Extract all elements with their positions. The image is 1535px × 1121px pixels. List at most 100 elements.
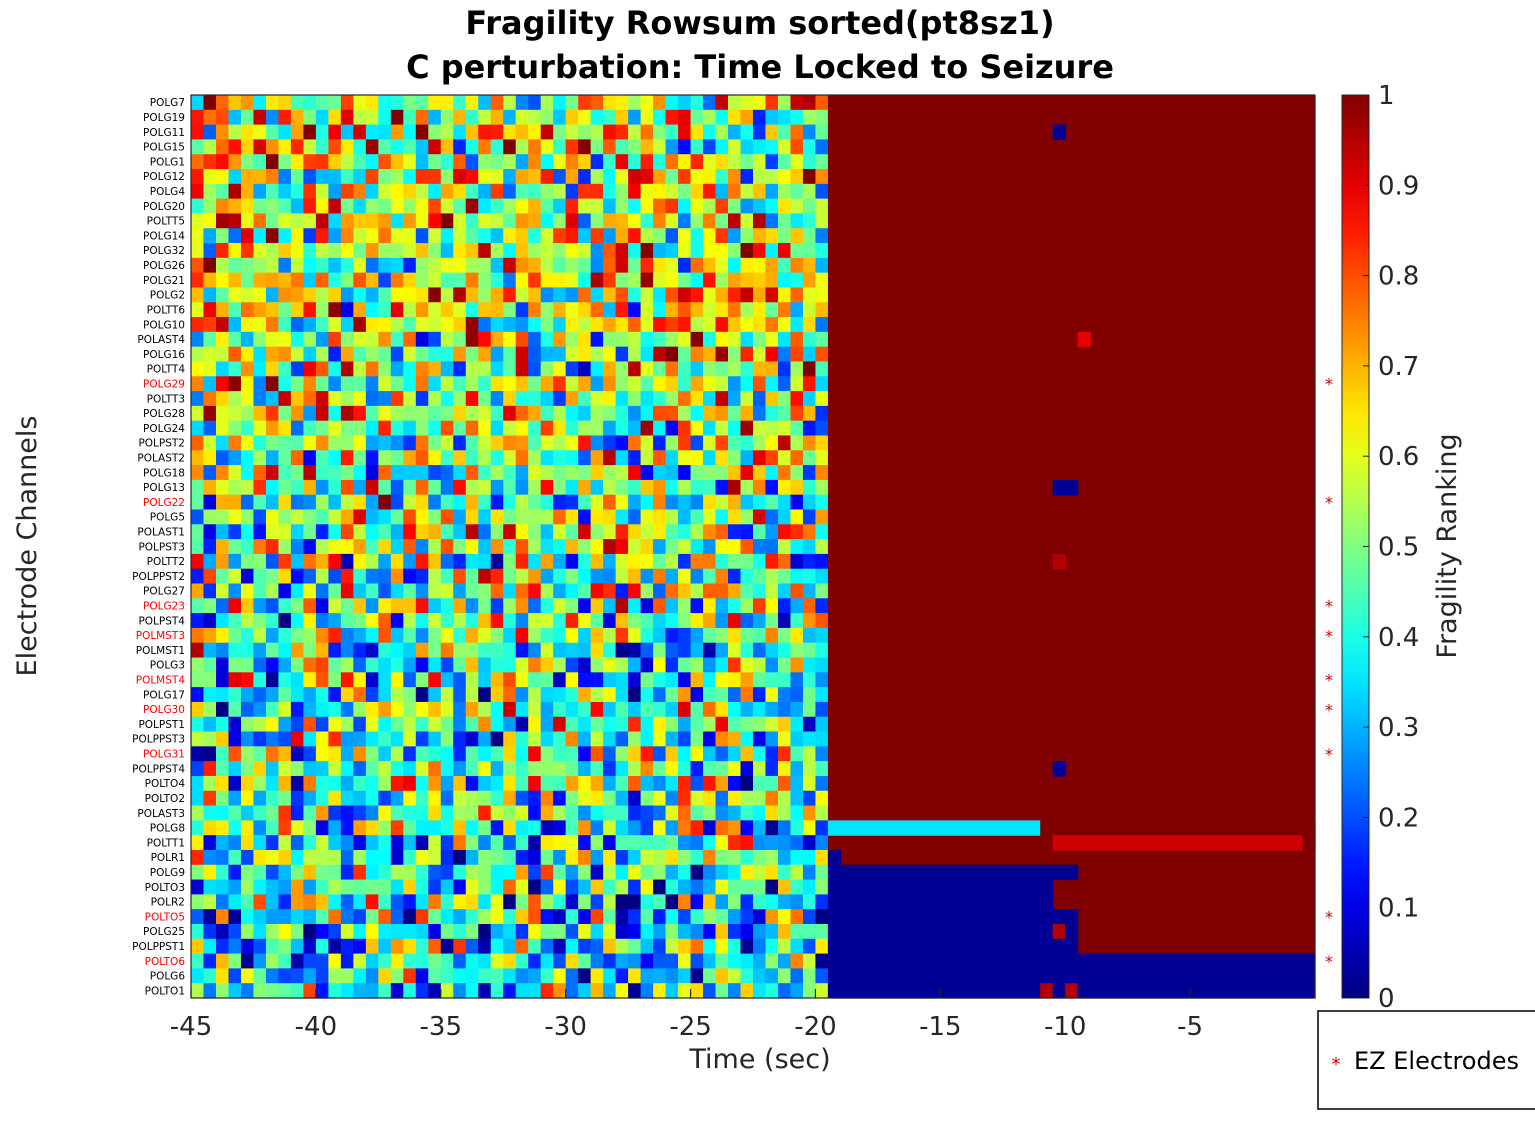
heatmap-cell [515, 479, 529, 496]
x-tick-label: -35 [420, 1012, 462, 1042]
heatmap-cell [565, 183, 579, 200]
channel-label: POLR2 [151, 897, 185, 909]
heatmap-cell [740, 672, 754, 688]
heatmap-cell [565, 583, 579, 599]
heatmap-cell [215, 938, 230, 955]
heatmap-cell [353, 687, 367, 703]
heatmap-cell [478, 257, 492, 274]
heatmap-cell [640, 228, 654, 244]
heatmap-cell [728, 805, 742, 821]
heatmap-cell [777, 539, 792, 555]
heatmap-cell [203, 509, 217, 525]
heatmap-cell [265, 731, 280, 747]
heatmap-cell [278, 435, 292, 451]
heatmap-cell [578, 613, 592, 629]
heatmap-cell [678, 849, 692, 866]
heatmap-cell [565, 849, 579, 866]
heatmap-cell [640, 302, 654, 318]
heatmap-cell [415, 746, 429, 762]
heatmap-cell [365, 613, 379, 629]
heatmap-cell [790, 109, 804, 126]
heatmap-cell [403, 790, 417, 807]
heatmap-cell [465, 894, 479, 910]
ictal-region [827, 95, 1315, 998]
heatmap-cell [365, 775, 379, 792]
heatmap-cell [703, 820, 717, 836]
heatmap-cell [603, 509, 617, 525]
heatmap-cell [740, 435, 754, 451]
heatmap-cell [303, 568, 317, 585]
channel-label: POLTO3 [145, 882, 185, 894]
heatmap-cell [815, 317, 829, 333]
heatmap-cell [540, 524, 554, 540]
heatmap-cell [328, 968, 342, 984]
heatmap-cell [365, 169, 379, 185]
heatmap-cell [740, 835, 754, 851]
heatmap-cell [353, 716, 367, 733]
heatmap-cell [203, 95, 217, 111]
heatmap-cell [490, 154, 504, 170]
heatmap-cell [603, 376, 617, 392]
heatmap-cell [802, 627, 817, 644]
heatmap-cell [815, 524, 829, 540]
heatmap-cell [428, 879, 442, 895]
heatmap-cell [203, 627, 217, 644]
heatmap-cell [653, 302, 667, 318]
heatmap-cell [765, 169, 779, 185]
heatmap-cell [703, 124, 717, 141]
heatmap-cell [315, 894, 329, 910]
heatmap-cell [290, 746, 304, 762]
heatmap-cell [802, 198, 817, 215]
heatmap-cell [265, 568, 280, 585]
heatmap-cell [191, 894, 205, 910]
heatmap-cell [428, 435, 442, 451]
heatmap-cell [403, 302, 417, 318]
heatmap-cell [653, 731, 667, 747]
heatmap-cell [228, 213, 242, 229]
heatmap-cell [740, 391, 754, 407]
heatmap-cell [565, 731, 579, 747]
heatmap-cell [553, 257, 567, 274]
heatmap-cell [428, 95, 442, 111]
heatmap-cell [490, 331, 504, 348]
heatmap-cell [315, 938, 329, 955]
heatmap-cell [790, 761, 804, 777]
heatmap-cell [253, 790, 267, 807]
heatmap-cell [191, 938, 205, 955]
heatmap-cell [765, 257, 779, 274]
heatmap-cell [690, 598, 704, 614]
heatmap-cell [628, 183, 642, 200]
heatmap-cell [290, 420, 304, 437]
heatmap-cell [278, 302, 292, 318]
heatmap-cell [815, 790, 829, 807]
heatmap-cell [290, 687, 304, 703]
heatmap-cell [515, 583, 529, 599]
heatmap-cell [440, 109, 454, 126]
x-tick-label: -40 [295, 1012, 337, 1042]
heatmap-cell [453, 435, 467, 451]
heatmap-cell [590, 716, 604, 733]
heatmap-cell [503, 746, 517, 762]
heatmap-cell [278, 272, 292, 289]
heatmap-cell [553, 923, 567, 940]
channel-label: POLAST4 [137, 334, 185, 346]
heatmap-cell [790, 287, 804, 303]
heatmap-cell [578, 598, 592, 614]
heatmap-cell [528, 761, 542, 777]
heatmap-cell [740, 805, 754, 821]
heatmap-cell [503, 568, 517, 585]
heatmap-cell [728, 213, 742, 229]
heatmap-cell [565, 687, 579, 703]
heatmap-cell [815, 894, 829, 910]
heatmap-cell [715, 524, 729, 540]
heatmap-cell [665, 849, 679, 866]
heatmap-cell [653, 864, 667, 881]
heatmap-cell [365, 805, 379, 821]
heatmap-cell [453, 361, 467, 377]
colorbar-tick-label: 0.9 [1378, 171, 1419, 201]
heatmap-cell [265, 361, 280, 377]
heatmap-cell [753, 539, 767, 555]
heatmap-cell [565, 598, 579, 614]
heatmap-cell [253, 479, 267, 496]
heatmap-cell [490, 524, 504, 540]
